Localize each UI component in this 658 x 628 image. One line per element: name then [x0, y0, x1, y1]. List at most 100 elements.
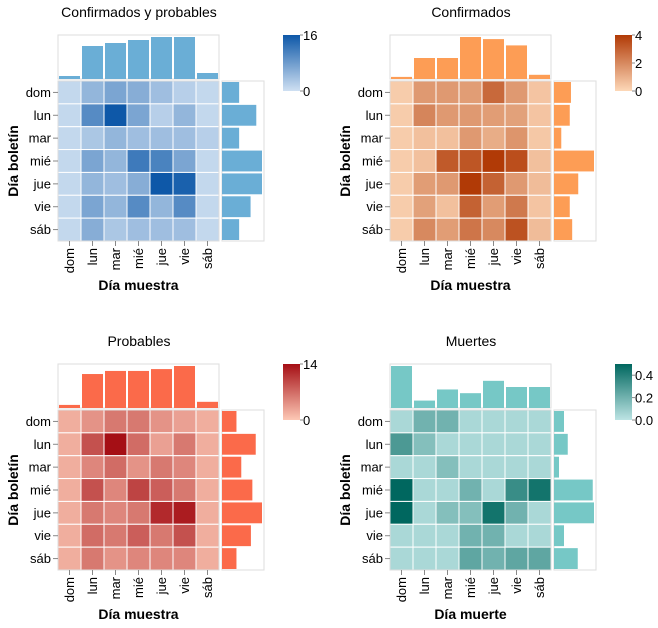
x-axis-title: Día muestra [430, 277, 510, 293]
heatmap-cell [527, 80, 552, 105]
heatmap-cell [389, 455, 414, 480]
heatmap-cell [481, 455, 506, 480]
y-tick-label: vie [366, 199, 383, 214]
heatmap-cell [412, 103, 437, 128]
legend-tick-label: 0.4 [635, 368, 653, 383]
heatmap-cell [435, 80, 460, 105]
heatmap-cell [504, 171, 529, 196]
legend-tick-label: 16 [303, 28, 317, 43]
heatmap-cell [527, 194, 552, 219]
y-tick-label: dom [358, 414, 383, 429]
heatmap-cell [57, 103, 82, 128]
top-marginal-bar [437, 389, 458, 408]
heatmap-cell [527, 523, 552, 548]
top-marginal-bar [82, 374, 103, 408]
heatmap-cell [412, 478, 437, 502]
heatmap-cell [126, 523, 151, 548]
heatmap-cell [504, 103, 529, 128]
heatmap-cell [435, 478, 460, 502]
heatmap-cell [504, 523, 529, 548]
heatmap-cell [149, 103, 174, 128]
x-tick-label: jue [154, 577, 169, 595]
y-tick-label: vie [34, 199, 51, 214]
x-tick-label: jue [486, 577, 501, 595]
heatmap-cell [172, 103, 197, 128]
top-marginal-bar [437, 58, 458, 79]
top-marginal-bar [59, 404, 80, 408]
x-tick-label: dom [394, 577, 409, 602]
color-legend-bar [615, 364, 632, 420]
heatmap-cell [103, 217, 128, 242]
heatmap-cell [458, 500, 483, 525]
x-tick-label: jue [486, 248, 501, 266]
y-tick-label: mié [30, 483, 51, 498]
y-axis-title: Día boletín [5, 454, 21, 526]
heatmap-cell [435, 500, 460, 525]
heatmap-cell [172, 171, 197, 196]
heatmap-cell [527, 103, 552, 128]
heatmap-cell [504, 546, 529, 571]
x-tick-label: lun [417, 577, 432, 594]
heatmap-cell [412, 217, 437, 242]
x-tick-label: dom [62, 248, 77, 273]
right-marginal-bar [554, 219, 573, 240]
heatmap-cell [412, 500, 437, 525]
heatmap-cell [527, 455, 552, 480]
legend-tick-label: 14 [303, 357, 317, 372]
legend-tick-label: 2 [635, 56, 642, 71]
heatmap-cell [195, 432, 220, 457]
heatmap-cell [195, 217, 220, 242]
heatmap-cell [57, 171, 82, 196]
y-tick-label: vie [366, 528, 383, 543]
heatmap-cell [57, 478, 82, 502]
top-marginal-bar [391, 76, 412, 79]
heatmap-cell [126, 80, 151, 105]
heatmap-cell [481, 478, 506, 502]
heatmap-cell [172, 546, 197, 571]
heatmap-cell [80, 194, 105, 219]
x-tick-label: mié [131, 577, 146, 598]
heatmap-cell [389, 546, 414, 571]
heatmap-cell [412, 126, 437, 151]
x-axis-title: Día muerte [434, 606, 507, 622]
heatmap-cell [80, 80, 105, 105]
heatmap-cell [126, 409, 151, 434]
right-marginal-bar [222, 502, 262, 524]
heatmap-cell [80, 103, 105, 128]
heatmap-cell [57, 217, 82, 242]
heatmap-cell [172, 500, 197, 525]
heatmap-cell [57, 500, 82, 525]
heatmap-cell [172, 149, 197, 173]
top-marginal-bar [506, 45, 527, 79]
heatmap-cell [504, 409, 529, 434]
x-tick-label: vie [509, 248, 524, 265]
y-tick-label: lun [34, 437, 51, 452]
y-tick-label: sáb [362, 222, 383, 237]
x-axis-title: Día muestra [98, 606, 178, 622]
top-marginal-bar [197, 401, 218, 408]
heatmap-cell [458, 546, 483, 571]
heatmap-cell [80, 126, 105, 151]
heatmap-cell [57, 523, 82, 548]
right-marginal-bar [554, 548, 578, 569]
heatmap-cell [80, 409, 105, 434]
heatmap-cell [435, 149, 460, 173]
heatmap-cell [481, 500, 506, 525]
x-tick-label: sáb [532, 577, 547, 598]
top-marginal-bar [128, 40, 149, 79]
right-marginal-bar [554, 173, 579, 195]
heatmap-cell [435, 546, 460, 571]
heatmap-cell [527, 500, 552, 525]
right-marginal-bar [554, 411, 564, 432]
heatmap-cell [195, 80, 220, 105]
chart-title: Confirmados y probables [61, 4, 217, 20]
heatmap-cell [527, 126, 552, 151]
y-tick-label: jue [33, 505, 51, 520]
y-tick-label: lun [34, 108, 51, 123]
color-legend-bar [615, 35, 632, 91]
right-marginal-bar [222, 456, 242, 478]
right-marginal-bar [222, 525, 251, 547]
heatmap-cell [172, 455, 197, 480]
y-tick-label: lun [366, 108, 383, 123]
